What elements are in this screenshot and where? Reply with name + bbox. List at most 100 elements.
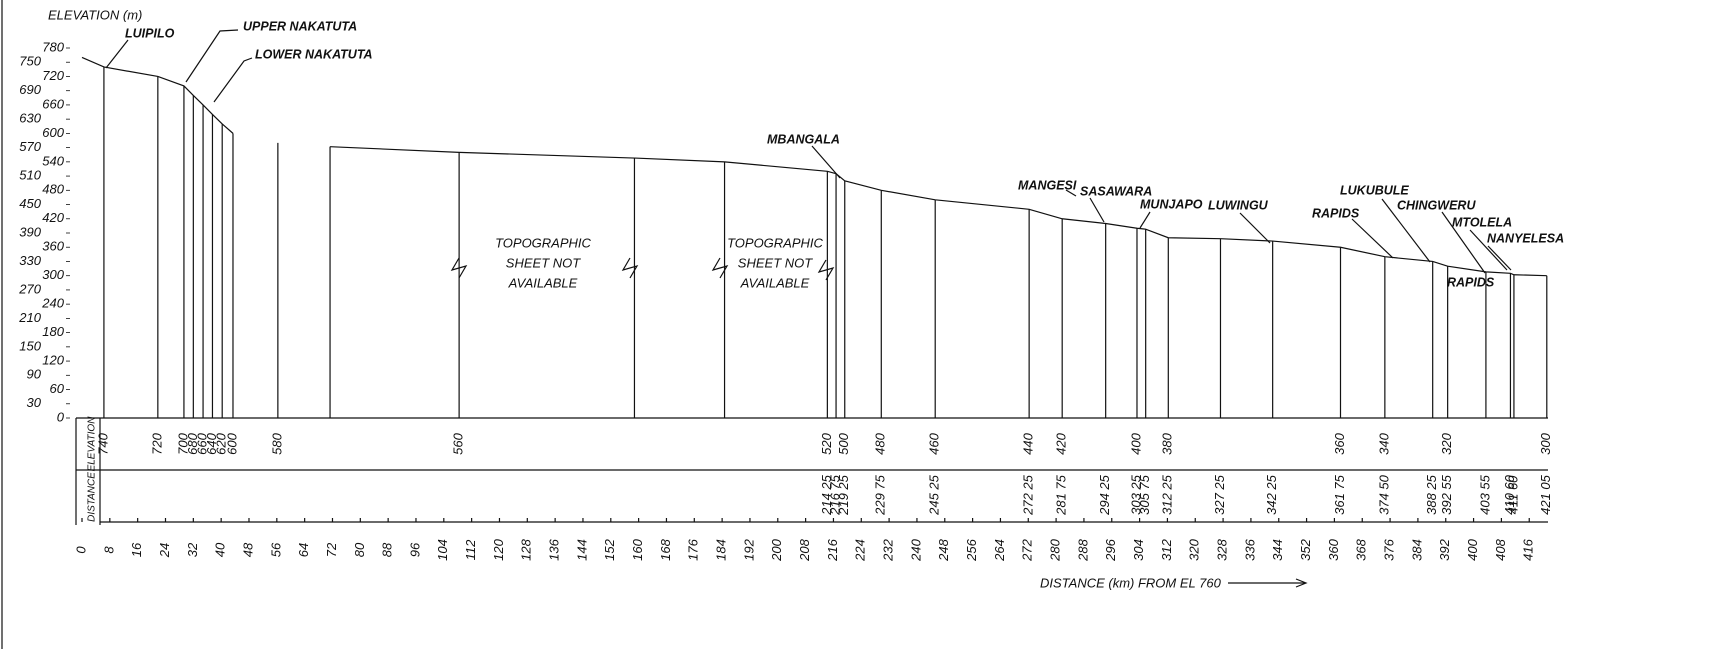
y-tick-label: 120: [42, 353, 64, 368]
x-tick-label: 240: [908, 538, 923, 561]
x-tick-label: 344: [1270, 539, 1285, 561]
x-tick-label: 248: [936, 538, 951, 561]
note-text: SHEET NOT: [506, 255, 581, 270]
leader-line: [1469, 229, 1508, 271]
note-text: AVAILABLE: [740, 275, 810, 290]
place-label: MUNJAPO: [1140, 197, 1203, 211]
x-tick-label: 8: [101, 546, 116, 554]
elevation-label: 720: [149, 432, 164, 454]
row-label: DISTANCE: [87, 472, 98, 522]
x-tick-label: 184: [714, 539, 729, 561]
leader-line: [1139, 211, 1151, 229]
y-axis-label: ELEVATION (m): [48, 7, 142, 22]
y-tick-label: 90: [27, 367, 42, 382]
y-tick-label: 240: [41, 296, 64, 311]
leader-line: [213, 57, 253, 103]
x-tick-label: 16: [129, 542, 144, 557]
x-tick-label: 376: [1382, 538, 1397, 560]
x-tick-label: 232: [881, 538, 896, 561]
x-tick-label: 408: [1493, 538, 1508, 560]
distance-label: 303 25: [1128, 474, 1143, 515]
y-tick-label: 780: [42, 39, 64, 54]
x-tick-label: 24: [157, 543, 172, 558]
distance-label: 327 25: [1212, 474, 1227, 515]
x-tick-label: 368: [1354, 538, 1369, 560]
x-tick-label: 96: [407, 542, 422, 557]
place-label: MBANGALA: [767, 132, 840, 146]
leader-line: [1351, 218, 1394, 259]
distance-label: 305 75: [1137, 474, 1152, 515]
x-tick-label: 120: [491, 538, 506, 560]
distance-label: 294 25: [1097, 474, 1112, 516]
leader-line: [1487, 245, 1512, 271]
y-tick-label: 150: [19, 338, 41, 353]
distance-label: 421 05: [1538, 474, 1553, 515]
elevation-label: 740: [95, 432, 110, 454]
elevation-label: 440: [1021, 432, 1036, 454]
x-tick-label: 288: [1075, 538, 1090, 561]
distance-label: 219 25: [836, 474, 851, 516]
place-label: LUKUBULE: [1340, 183, 1409, 197]
place-label: RAPIDS: [1312, 206, 1360, 220]
leader-line: [185, 29, 239, 83]
y-tick-label: 570: [19, 139, 41, 154]
elevation-label: 620: [214, 432, 229, 454]
x-tick-label: 296: [1103, 538, 1118, 561]
place-label: MANGESI: [1018, 178, 1077, 192]
y-tick-label: 60: [50, 381, 65, 396]
x-tick-label: 32: [185, 542, 200, 557]
x-tick-label: 40: [213, 542, 228, 557]
elevation-label: 320: [1439, 432, 1454, 454]
elevation-label: 660: [195, 432, 210, 454]
distance-label: 411 60: [1505, 475, 1520, 515]
y-tick-label: 660: [42, 96, 64, 111]
distance-label: 361 75: [1332, 474, 1347, 515]
x-tick-label: 88: [380, 542, 395, 557]
place-label: MTOLELA: [1452, 215, 1512, 229]
x-tick-label: 160: [630, 538, 645, 560]
leader-line: [811, 145, 841, 179]
x-tick-label: 224: [853, 539, 868, 562]
x-tick-label: 328: [1215, 538, 1230, 560]
distance-label: 342 25: [1264, 474, 1279, 515]
y-tick-label: 0: [57, 409, 65, 424]
elevation-label: 640: [204, 432, 219, 454]
x-tick-label: 352: [1298, 538, 1313, 560]
x-tick-label: 112: [463, 539, 478, 560]
x-tick-label: 416: [1521, 538, 1536, 560]
y-tick-label: 210: [18, 310, 41, 325]
leader-line: [1441, 211, 1486, 274]
distance-label: 374 50: [1376, 474, 1391, 515]
distance-label: 410 60: [1502, 474, 1517, 515]
y-tick-label: 420: [42, 210, 64, 225]
y-tick-label: 510: [19, 168, 41, 183]
place-label: LUIPILO: [125, 26, 175, 40]
leader-line: [105, 39, 129, 69]
x-axis-label: DISTANCE (km) FROM EL 760: [1040, 575, 1222, 590]
x-tick-label: 168: [658, 538, 673, 560]
row-label: ELEVATION: [87, 416, 98, 472]
elevation-label: 580: [269, 432, 284, 454]
y-tick-label: 180: [42, 324, 64, 339]
y-tick-label: 330: [19, 253, 41, 268]
x-tick-label: 400: [1465, 538, 1480, 560]
place-label: LUWINGU: [1208, 198, 1269, 212]
y-tick-label: 360: [42, 239, 64, 254]
y-tick-label: 600: [42, 125, 64, 140]
x-tick-label: 56: [268, 542, 283, 557]
x-tick-label: 208: [797, 538, 812, 561]
distance-label: 312 25: [1160, 474, 1175, 515]
y-tick-label: 450: [19, 196, 41, 211]
elevation-label: 600: [224, 432, 239, 454]
distance-label: 392 55: [1439, 474, 1454, 515]
distance-label: 245 25: [927, 474, 942, 516]
x-tick-label: 0: [73, 546, 88, 554]
x-tick-label: 152: [602, 538, 617, 560]
x-tick-label: 320: [1187, 538, 1202, 560]
place-label: UPPER NAKATUTA: [243, 19, 357, 33]
elevation-label: 420: [1054, 432, 1069, 454]
elevation-label: 340: [1376, 432, 1391, 454]
y-tick-label: 30: [27, 395, 42, 410]
y-tick-label: 630: [19, 111, 41, 126]
